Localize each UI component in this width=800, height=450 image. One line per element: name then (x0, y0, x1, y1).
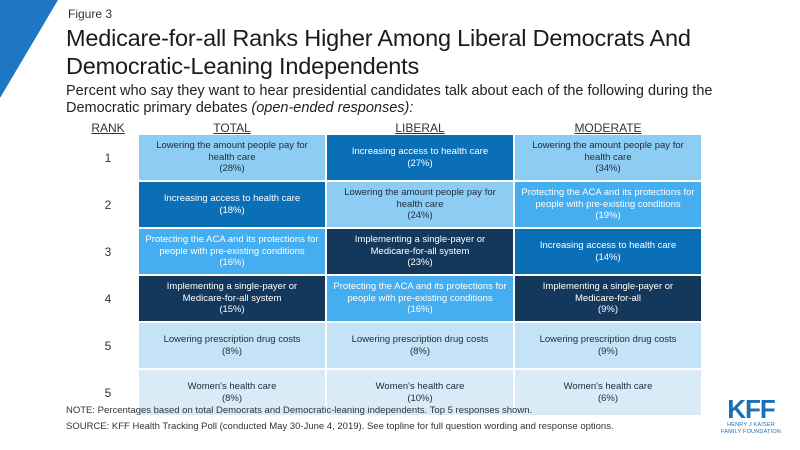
column-header-moderate: MODERATE (574, 121, 642, 135)
cell-label: Lowering the amount people pay for healt… (532, 140, 684, 163)
kff-logo-line1: HENRY J KAISER (727, 422, 775, 428)
table-cell-liberal-rank-5: Lowering prescription drug costs (8%) (327, 323, 513, 368)
figure-label: Figure 3 (68, 7, 113, 21)
cell-value: (10%) (407, 392, 433, 404)
cell-label: Lowering the amount people pay for healt… (344, 187, 496, 210)
page-title: Medicare-for-all Ranks Higher Among Libe… (66, 25, 691, 79)
rank-label: 1 (104, 150, 112, 165)
cell-label: Lowering the amount people pay for healt… (156, 140, 308, 163)
kff-logo-mark: KFF (727, 394, 776, 424)
table-cell-moderate-rank-4: Implementing a single-payer or Medicare-… (515, 276, 701, 321)
cell-label: Women's health care (187, 381, 277, 392)
cell-value: (15%) (219, 304, 245, 316)
cell-label: Increasing access to health care (539, 240, 677, 251)
table-cell-liberal-rank-3: Implementing a single-payer or Medicare-… (327, 229, 513, 274)
cell-value: (24%) (407, 210, 433, 222)
cell-label: Protecting the ACA and its protections f… (333, 281, 507, 304)
cell-value: (28%) (219, 163, 245, 175)
rank-label: 4 (104, 291, 112, 306)
corner-accent (0, 0, 58, 98)
table-cell-liberal-rank-1: Increasing access to health care (27%) (327, 135, 513, 180)
table-cell-total-rank-3: Protecting the ACA and its protections f… (139, 229, 325, 274)
table-cell-liberal-rank-6: Women's health care (10%) (327, 370, 513, 415)
cell-value: (19%) (595, 210, 621, 222)
table-cell-total-rank-6: Women's health care (8%) (139, 370, 325, 415)
cell-label: Implementing a single-payer or Medicare-… (166, 281, 298, 304)
table-cell-moderate-rank-5: Lowering prescription drug costs (9%) (515, 323, 701, 368)
rank-header: RANK (91, 121, 125, 135)
table-cell-total-rank-2: Increasing access to health care (18%) (139, 182, 325, 227)
note-text: NOTE: Percentages based on total Democra… (66, 405, 533, 416)
cell-value: (9%) (597, 304, 619, 316)
table-cell-moderate-rank-6: Women's health care (6%) (515, 370, 701, 415)
rank-label: 2 (104, 197, 112, 212)
table-cell-total-rank-4: Implementing a single-payer or Medicare-… (139, 276, 325, 321)
subtitle-italic: (open-ended responses): (251, 100, 414, 116)
table-cell-moderate-rank-3: Increasing access to health care (14%) (515, 229, 701, 274)
subtitle-main: Percent who say they want to hear presid… (66, 83, 713, 116)
cell-value: (16%) (407, 304, 433, 316)
kff-logo: KFF HENRY J KAISER FAMILY FOUNDATION (714, 396, 788, 435)
table-cell-total-rank-1: Lowering the amount people pay for healt… (139, 135, 325, 180)
table-cell-moderate-rank-2: Protecting the ACA and its protections f… (515, 182, 701, 227)
subtitle: Percent who say they want to hear presid… (66, 83, 786, 117)
cell-label: Implementing a single-payer or Medicare-… (542, 281, 674, 304)
rank-label: 3 (104, 244, 112, 259)
cell-value: (18%) (219, 204, 245, 216)
column-header-total: TOTAL (213, 121, 251, 135)
cell-value: (9%) (597, 345, 619, 357)
cell-label: Protecting the ACA and its protections f… (521, 187, 695, 210)
rank-label: 5 (104, 385, 112, 400)
table-cell-liberal-rank-2: Lowering the amount people pay for healt… (327, 182, 513, 227)
cell-value: (27%) (407, 157, 433, 169)
cell-value: (34%) (595, 163, 621, 175)
cell-label: Implementing a single-payer or Medicare-… (354, 234, 486, 257)
table-cell-moderate-rank-1: Lowering the amount people pay for healt… (515, 135, 701, 180)
cell-value: (8%) (221, 345, 243, 357)
cell-label: Protecting the ACA and its protections f… (145, 234, 319, 257)
source-text: SOURCE: KFF Health Tracking Poll (conduc… (66, 421, 614, 432)
column-header-liberal: LIBERAL (395, 121, 445, 135)
rank-label: 5 (104, 338, 112, 353)
cell-value: (23%) (407, 257, 433, 269)
cell-label: Increasing access to health care (351, 146, 489, 157)
table-cell-liberal-rank-4: Protecting the ACA and its protections f… (327, 276, 513, 321)
cell-label: Increasing access to health care (163, 193, 301, 204)
ranking-table: Lowering the amount people pay for healt… (139, 135, 701, 415)
cell-label: Lowering prescription drug costs (539, 334, 677, 345)
cell-value: (14%) (595, 251, 621, 263)
cell-label: Lowering prescription drug costs (351, 334, 489, 345)
cell-value: (6%) (597, 392, 619, 404)
cell-value: (8%) (409, 345, 431, 357)
cell-value: (8%) (221, 392, 243, 404)
kff-logo-line2: FAMILY FOUNDATION (721, 428, 781, 435)
cell-label: Women's health care (375, 381, 465, 392)
table-cell-total-rank-5: Lowering prescription drug costs (8%) (139, 323, 325, 368)
cell-label: Lowering prescription drug costs (163, 334, 301, 345)
cell-label: Women's health care (563, 381, 653, 392)
cell-value: (16%) (219, 257, 245, 269)
